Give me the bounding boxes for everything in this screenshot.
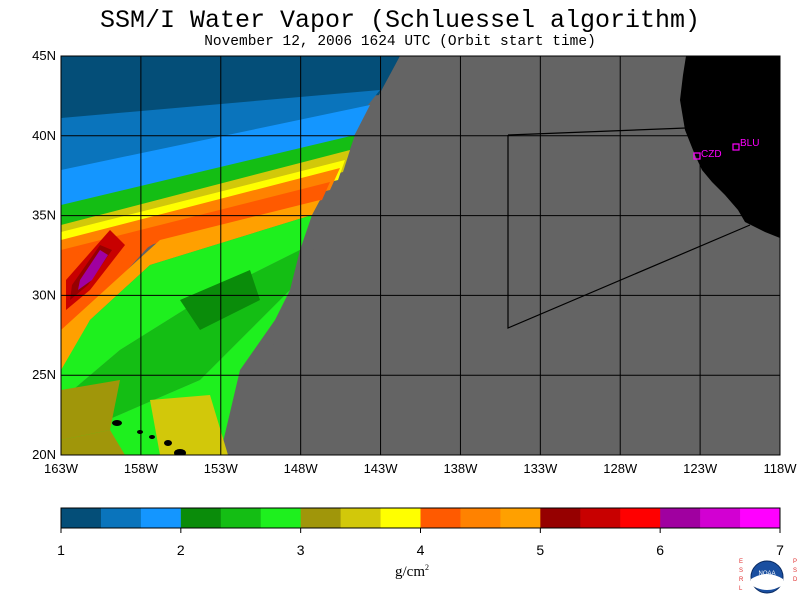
lon-label: 128W (603, 461, 638, 476)
svg-text:PSD: PSD (793, 559, 798, 583)
colorbar-swatch (220, 508, 262, 528)
colorbar-ticks: 1 2 3 4 5 6 7 (57, 528, 784, 558)
colorbar-tick-label: 2 (177, 542, 185, 558)
lat-label: 25N (32, 367, 56, 382)
map-title: SSM/I Water Vapor (Schluessel algorithm) (99, 6, 701, 35)
lon-label: 163W (44, 461, 79, 476)
colorbar-tick-label: 5 (536, 542, 544, 558)
lon-label: 158W (124, 461, 159, 476)
map-frame (60, 55, 781, 456)
flight-track (507, 135, 751, 329)
colorbar-tick-label: 7 (776, 542, 784, 558)
colorbar-swatch (660, 508, 701, 528)
lon-label: 153W (204, 461, 239, 476)
lon-label: 148W (284, 461, 319, 476)
lat-label: 40N (32, 128, 56, 143)
lon-label: 123W (683, 461, 718, 476)
lon-label: 118W (764, 461, 798, 476)
colorbar-swatch (380, 508, 421, 528)
colorbar-swatch (100, 508, 142, 528)
colorbar-swatch (460, 508, 501, 528)
colorbar-swatch (140, 508, 182, 528)
colorbar-swatch (620, 508, 661, 528)
colorbar-swatch (61, 508, 102, 528)
station-marker-czd (693, 152, 701, 160)
colorbar-swatch (540, 508, 581, 528)
lat-label: 30N (32, 287, 56, 302)
colorbar-swatch (260, 508, 302, 528)
longitude-labels: 163W 158W 153W 148W 143W 138W 133W 128W 123W 118W (44, 461, 797, 476)
station-label-czd: CZD (701, 149, 722, 160)
lat-label: 35N (32, 208, 56, 223)
colorbar-tick-label: 6 (656, 542, 664, 558)
colorbar-tick-label: 4 (417, 542, 425, 558)
colorbar (60, 507, 781, 529)
lon-label: 138W (443, 461, 478, 476)
colorbar-swatch (500, 508, 541, 528)
station-marker-blu (732, 143, 740, 151)
lon-label: 143W (364, 461, 399, 476)
map-subtitle: November 12, 2006 1624 UTC (Orbit start … (204, 34, 596, 50)
map-area (61, 56, 780, 455)
latitude-labels: 45N 40N 35N 30N 25N 20N (32, 48, 56, 462)
california-landmass (680, 56, 780, 238)
colorbar-swatch (300, 508, 342, 528)
lon-label: 133W (523, 461, 558, 476)
colorbar-swatch (340, 508, 382, 528)
flight-track-top (507, 127, 687, 136)
lat-label: 45N (32, 48, 56, 63)
station-markers: CZD BLU (693, 138, 759, 160)
colorbar-swatch (580, 508, 621, 528)
lat-label: 20N (32, 447, 56, 462)
colorbar-tick-label: 3 (297, 542, 305, 558)
colorbar-tick-label: 1 (57, 542, 65, 558)
colorbar-unit: g/cm2 (395, 563, 429, 580)
colorbar-swatch (420, 508, 461, 528)
colorbar-swatch (740, 508, 781, 528)
hawaii-islands (112, 420, 186, 455)
colorbar-swatch (700, 508, 741, 528)
lat-lon-grid (61, 56, 780, 455)
station-label-blu: BLU (740, 138, 759, 149)
svg-text:NOAA: NOAA (758, 571, 775, 577)
outside-swath (228, 56, 780, 455)
colorbar-swatch (180, 508, 222, 528)
